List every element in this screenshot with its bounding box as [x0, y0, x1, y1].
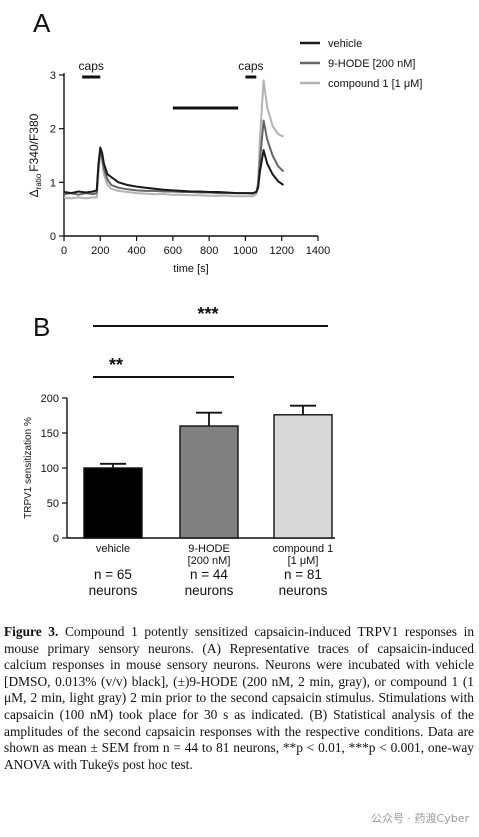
- n-label: neurons: [279, 583, 328, 598]
- y-tick-label: 0: [50, 231, 56, 243]
- x-tick-label: 1000: [233, 245, 257, 257]
- x-tick-label: 800: [200, 245, 218, 257]
- caption-text: Compound 1 potently sensitized capsaicin…: [4, 624, 475, 772]
- legend-label: 9-HODE [200 nM]: [328, 58, 415, 70]
- bar-2: [179, 425, 239, 539]
- y-axis-label: TRPV1 sensitization %: [23, 417, 34, 519]
- x-tick-label: 600: [164, 245, 182, 257]
- x-axis-label: time [s]: [173, 263, 208, 275]
- series-line-1: [63, 146, 285, 195]
- panel-b-bar-chart: 0 50 100 150 200 TRPV1 sensitization % vehicle…: [23, 304, 335, 598]
- caps-label-2: caps: [238, 59, 263, 73]
- category-label: [1 μM]: [288, 555, 319, 567]
- y-tick-label: 150: [41, 428, 59, 440]
- n-label: n = 65: [94, 567, 132, 582]
- significance-label-2: **: [109, 355, 123, 375]
- x-tick-label: 200: [91, 245, 109, 257]
- n-label: neurons: [185, 583, 234, 598]
- caps-label-1: caps: [79, 59, 104, 73]
- n-label: neurons: [89, 583, 138, 598]
- figure-caption: Figure 3. Compound 1 potently sensitized…: [4, 624, 474, 773]
- figure-label: Figure 3.: [4, 624, 59, 639]
- x-tick-label: 0: [61, 245, 67, 257]
- panel-a-letter: A: [33, 8, 51, 38]
- y-tick-label: 100: [41, 463, 59, 475]
- y-tick-label: 2: [50, 124, 56, 136]
- category-label: [200 nM]: [188, 555, 231, 567]
- bar-3: [273, 414, 333, 539]
- x-tick-label: 400: [127, 245, 145, 257]
- y-tick-label: 200: [41, 393, 59, 405]
- panel-b-letter: B: [33, 312, 51, 342]
- y-tick-label: 50: [47, 498, 59, 510]
- y-tick-label: 3: [50, 70, 56, 82]
- y-tick-label: 0: [53, 533, 59, 545]
- n-label: n = 44: [190, 567, 228, 582]
- x-tick-label: 1200: [269, 245, 293, 257]
- legend-label: vehicle: [328, 38, 362, 50]
- x-tick-label: 1400: [306, 245, 330, 257]
- y-axis-label: ΔratioF340/F380: [27, 113, 43, 197]
- significance-label-1: ***: [197, 304, 218, 324]
- panel-a-line-chart: 0 1 2 3 0 200 400 600 800 1000 1200 1400 time [s] Δra…: [27, 38, 422, 275]
- category-label: compound 1: [273, 543, 334, 555]
- n-label: n = 81: [284, 567, 322, 582]
- category-label: 9-HODE: [188, 543, 230, 555]
- bar-1: [83, 467, 143, 539]
- legend-label: compound 1 [1 μM]: [328, 78, 422, 90]
- category-label: vehicle: [96, 543, 130, 555]
- y-tick-label: 1: [50, 177, 56, 189]
- watermark: 公众号 · 药渡Cyber: [371, 812, 469, 825]
